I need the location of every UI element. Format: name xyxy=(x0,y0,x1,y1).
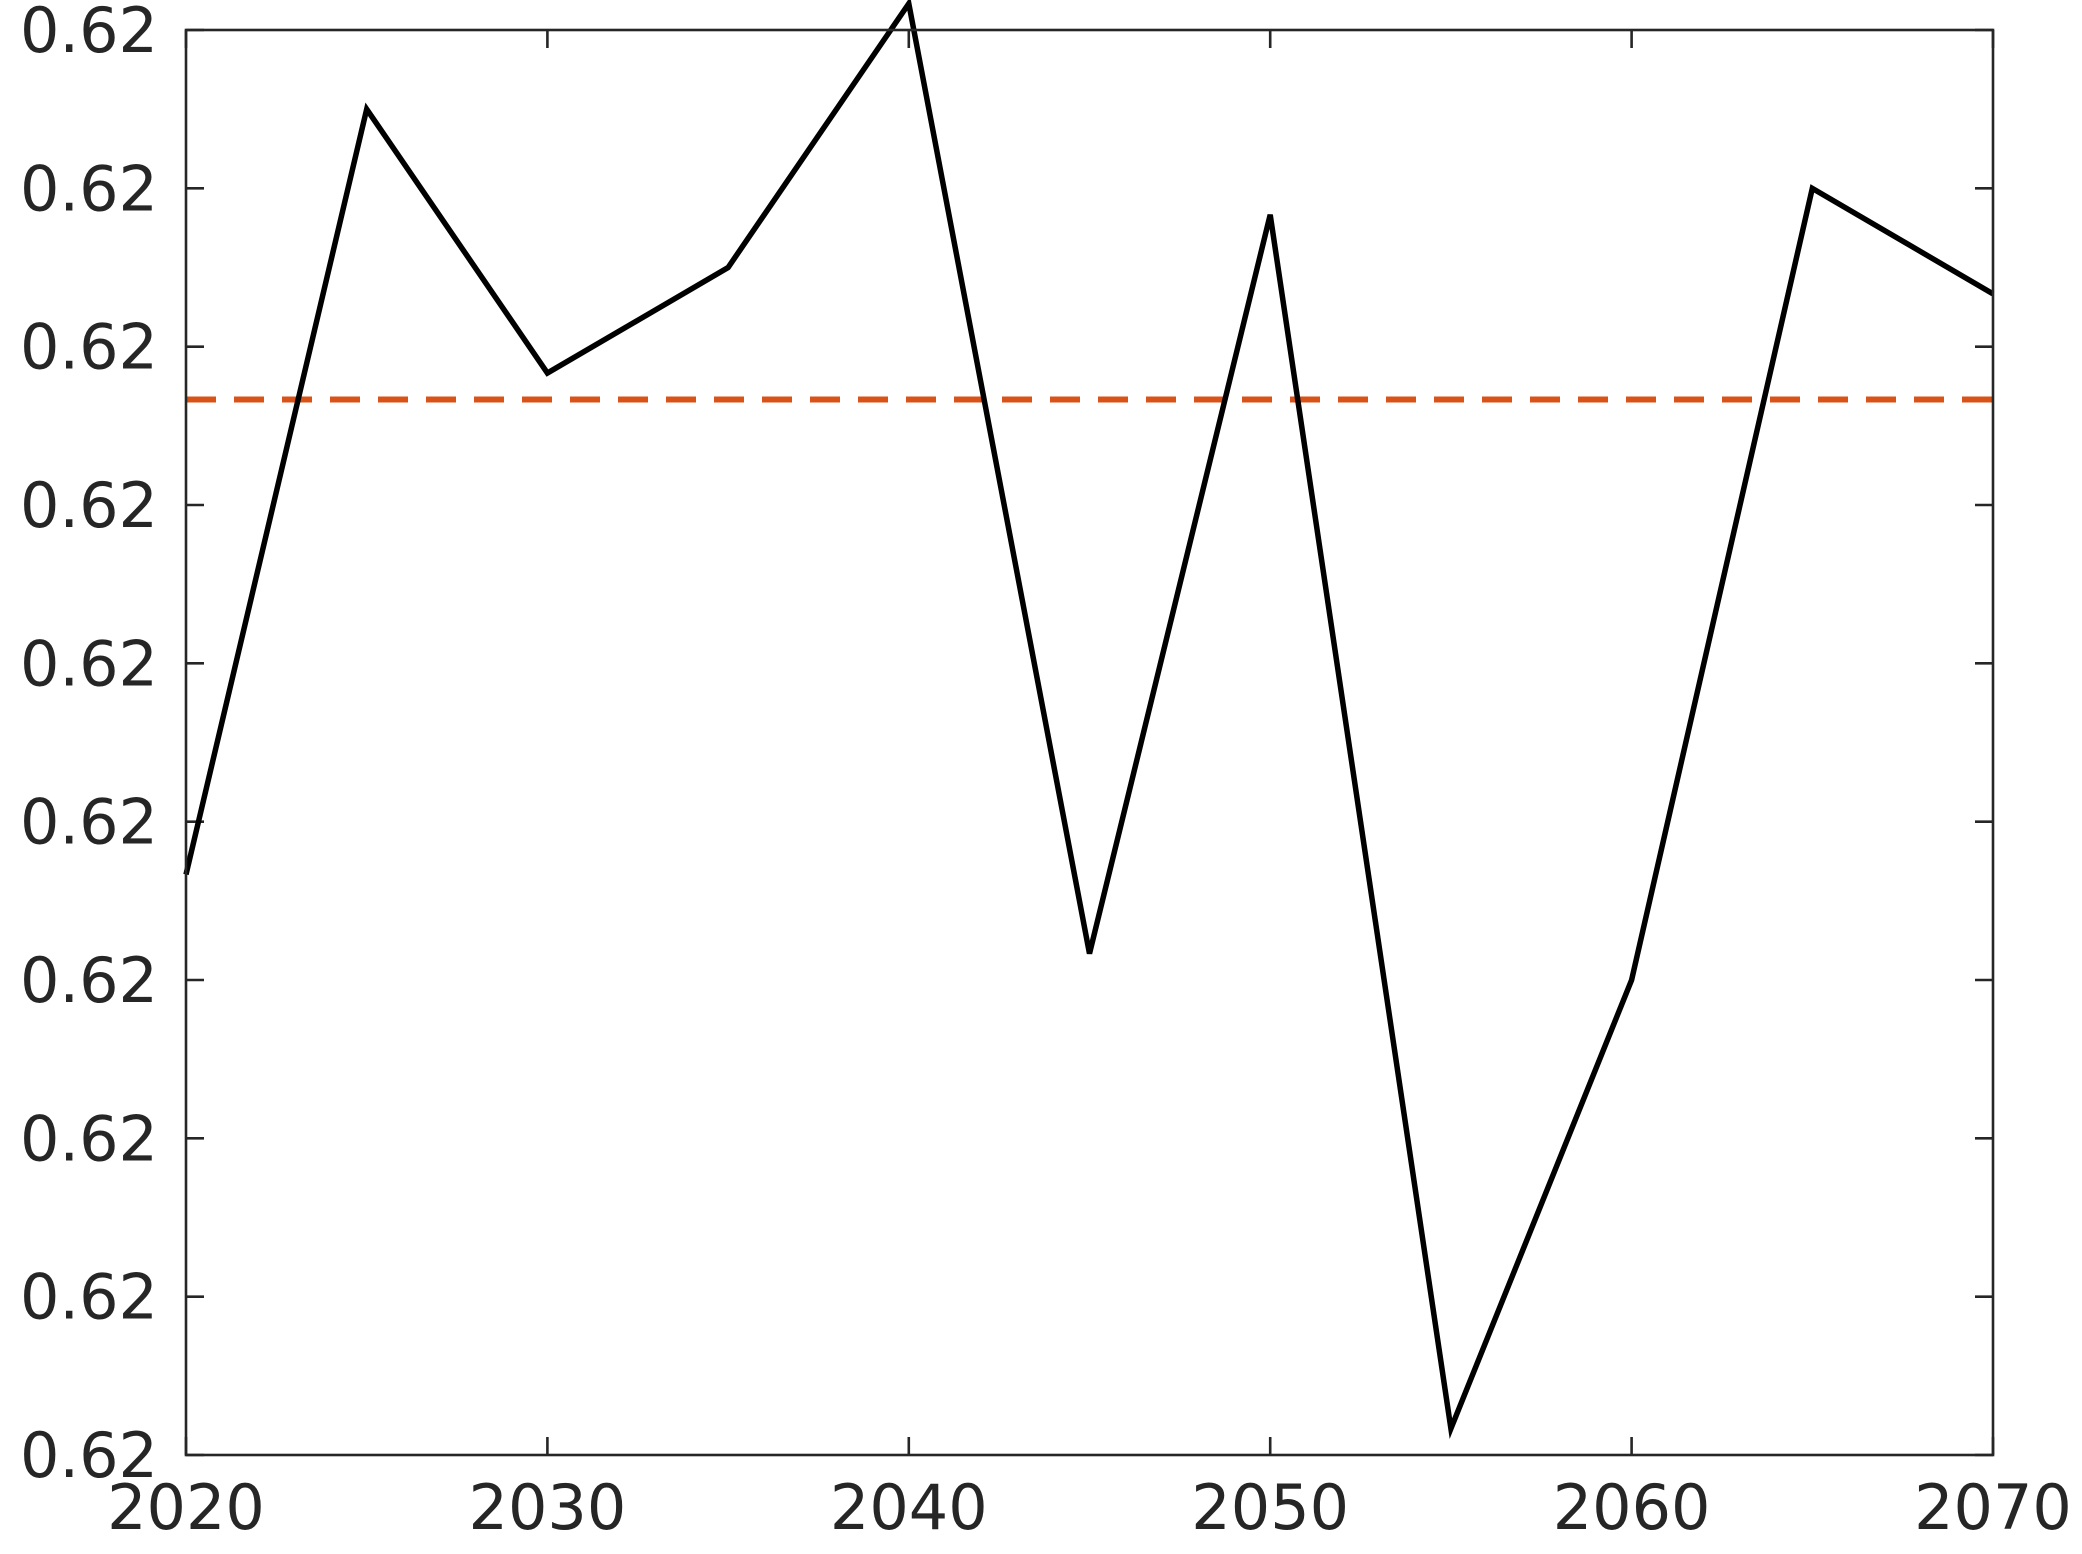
plot-frame xyxy=(184,28,1995,1457)
series-group xyxy=(183,0,1995,1440)
y-tick-label: 0.62 xyxy=(20,311,158,384)
y-tick-label: 0.62 xyxy=(20,627,158,700)
y-tick-label: 0.62 xyxy=(20,1102,158,1175)
y-tick-label: 0.62 xyxy=(20,944,158,1017)
x-tick-label: 2040 xyxy=(830,1471,988,1544)
x-tick-label: 2060 xyxy=(1553,1471,1711,1544)
x-tick-label: 2070 xyxy=(1914,1471,2072,1544)
x-tick-label: 2020 xyxy=(107,1471,265,1544)
x-tick-labels: 2020 2030 2040 2050 2060 2070 xyxy=(107,1471,2072,1544)
y-tick-label: 0.62 xyxy=(20,1419,158,1492)
y-tick-label: 0.62 xyxy=(20,0,158,67)
series-line xyxy=(183,0,1995,1440)
y-tick-label: 0.62 xyxy=(20,152,158,225)
y-tick-labels: 0.62 0.62 0.62 0.62 0.62 0.62 0.62 0.62 0.62 0.62 xyxy=(20,0,158,1492)
y-tick-label: 0.62 xyxy=(20,1261,158,1334)
x-tick-label: 2050 xyxy=(1191,1471,1349,1544)
y-tick-label: 0.62 xyxy=(20,469,158,542)
y-tick-label: 0.62 xyxy=(20,786,158,859)
x-tick-label: 2030 xyxy=(469,1471,627,1544)
